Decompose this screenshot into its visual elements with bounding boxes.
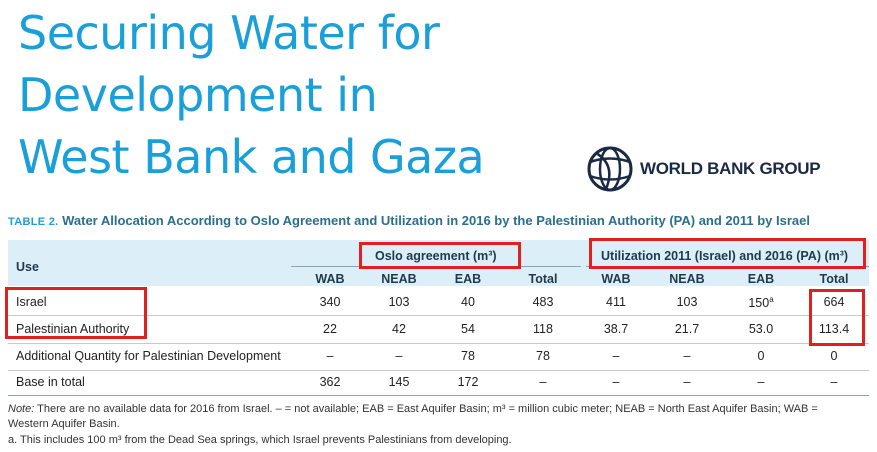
- col-header-wab-util: WAB: [601, 272, 631, 286]
- col-header-neab-util: NEAB: [669, 272, 705, 286]
- table-cell: 40: [461, 295, 475, 309]
- col-header-eab-util: EAB: [747, 272, 775, 286]
- table-cell: 103: [676, 295, 698, 309]
- footnote-marker: a: [769, 295, 774, 304]
- table-caption: TABLE 2. Water Allocation According to O…: [8, 213, 810, 228]
- row-label-palestinian-authority: Palestinian Authority: [16, 322, 130, 336]
- caption-text: Water Allocation According to Oslo Agree…: [62, 213, 810, 228]
- table-cell: 362: [319, 375, 341, 389]
- row-divider: [8, 343, 869, 344]
- table-cell: 411: [606, 295, 626, 309]
- table-cell: 0: [830, 349, 838, 363]
- table-cell: 78: [461, 349, 475, 363]
- highlight-utilization-header: [589, 238, 866, 269]
- table-cell: 42: [392, 322, 406, 336]
- row-label-base-in-total: Base in total: [16, 375, 85, 389]
- col-header-total-oslo: Total: [528, 272, 558, 286]
- table-cell: 664: [823, 295, 845, 309]
- table-cell: 172: [457, 375, 479, 389]
- table-cell: 38.7: [603, 322, 629, 336]
- group-header-utilization: Utilization 2011 (Israel) and 2016 (PA) …: [601, 249, 849, 263]
- highlight-oslo-header: [359, 242, 521, 269]
- title-line-2: Development in: [18, 68, 378, 122]
- note-label: Note:: [8, 403, 35, 415]
- title-line-3: West Bank and Gaza: [18, 130, 485, 184]
- table-cell: 78: [536, 349, 550, 363]
- table-bottom-border: [8, 395, 869, 396]
- row-divider: [8, 315, 869, 316]
- highlight-row-labels: [5, 287, 147, 339]
- table-cell: 113.4: [818, 322, 850, 336]
- table-cell: 21.7: [674, 322, 700, 336]
- highlight-totals: [809, 289, 865, 346]
- table-cell: 340: [319, 295, 341, 309]
- table-cell: –: [683, 375, 691, 389]
- col-header-wab-oslo: WAB: [315, 272, 345, 286]
- report-title: Securing Water for Development in West B…: [18, 2, 578, 188]
- table-cell: 483: [532, 295, 554, 309]
- table-cell: –: [757, 375, 765, 389]
- note-text: There are no available data for 2016 fro…: [34, 403, 818, 415]
- table-cell: 22: [323, 322, 337, 336]
- note-text-continued: Western Aquifer Basin.: [8, 418, 120, 430]
- table-cell: –: [395, 349, 403, 363]
- table-cell: 118: [533, 322, 553, 336]
- table-cell: 54: [461, 322, 475, 336]
- table-cell: 103: [388, 295, 410, 309]
- table-cell: –: [326, 349, 334, 363]
- table-cell: 53.0: [748, 322, 774, 336]
- group-header-oslo: Oslo agreement (m³): [375, 249, 497, 263]
- table-cell: 0: [757, 349, 765, 363]
- cell-value: 150: [748, 296, 770, 311]
- table-cell: 145: [388, 375, 410, 389]
- table-cell: –: [612, 375, 620, 389]
- caption-label: TABLE 2.: [8, 216, 59, 228]
- table-cell: –: [830, 375, 838, 389]
- header-band: [8, 240, 869, 286]
- table-cell: –: [539, 375, 547, 389]
- col-header-use: Use: [16, 260, 39, 274]
- logo-text: WORLD BANK GROUP: [640, 159, 821, 178]
- world-bank-logo: WORLD BANK GROUP: [586, 144, 821, 194]
- table-footnote: a. This includes 100 m³ from the Dead Se…: [8, 434, 512, 446]
- col-header-neab-oslo: NEAB: [381, 272, 417, 286]
- table-cell-eab-israel: 150a: [731, 295, 791, 310]
- row-label-additional-quantity: Additional Quantity for Palestinian Deve…: [16, 349, 281, 363]
- globe-icon: [587, 146, 633, 192]
- table-cell: –: [683, 349, 691, 363]
- title-line-1: Securing Water for: [18, 6, 440, 60]
- col-header-total-util: Total: [819, 272, 849, 286]
- table-cell: –: [612, 349, 620, 363]
- row-label-israel: Israel: [16, 295, 47, 309]
- row-divider: [8, 370, 869, 371]
- col-header-eab-oslo: EAB: [454, 272, 482, 286]
- table-note: Note: There are no available data for 20…: [8, 402, 818, 432]
